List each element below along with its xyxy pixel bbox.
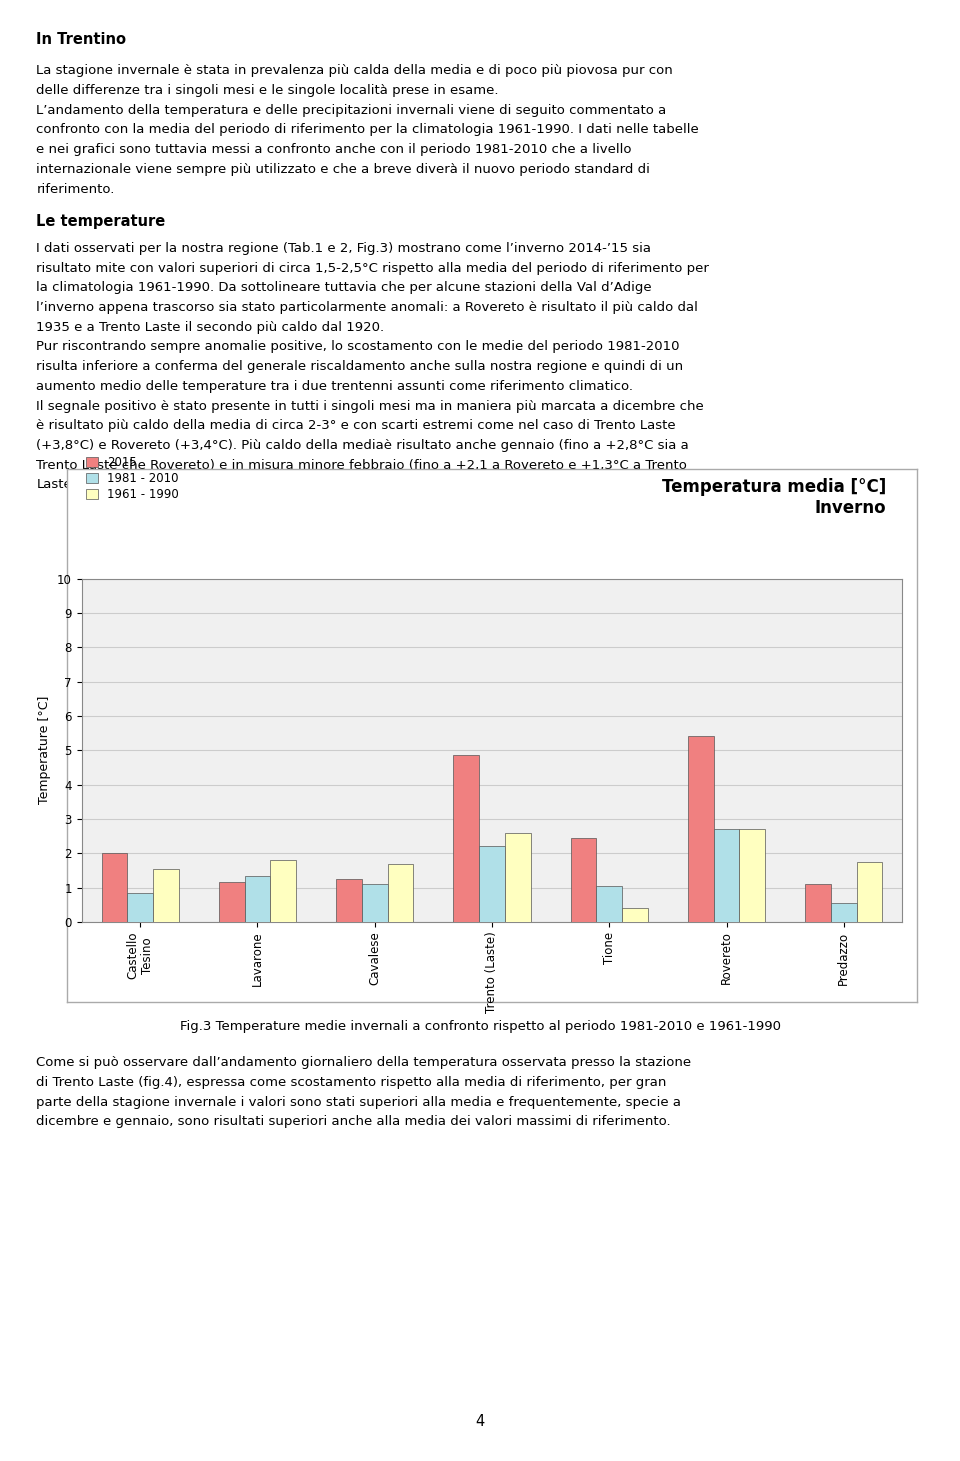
Text: (+3,8°C) e Rovereto (+3,4°C). Più caldo della mediaè risultato anche gennaio (fi: (+3,8°C) e Rovereto (+3,4°C). Più caldo …	[36, 438, 689, 451]
Text: dicembre e gennaio, sono risultati superiori anche alla media dei valori massimi: dicembre e gennaio, sono risultati super…	[36, 1115, 671, 1128]
Bar	[453, 755, 479, 922]
Text: 1935 e a Trento Laste il secondo più caldo dal 1920.: 1935 e a Trento Laste il secondo più cal…	[36, 320, 385, 333]
Bar	[687, 736, 713, 922]
Bar	[245, 875, 271, 922]
Text: risulta inferiore a conferma del generale riscaldamento anche sulla nostra regio: risulta inferiore a conferma del general…	[36, 359, 684, 373]
Text: la climatologia 1961-1990. Da sottolineare tuttavia che per alcune stazioni dell: la climatologia 1961-1990. Da sottolinea…	[36, 281, 652, 294]
Bar	[805, 884, 830, 922]
Text: Laste).: Laste).	[36, 478, 82, 491]
Text: In Trentino: In Trentino	[36, 32, 127, 47]
Bar	[362, 884, 388, 922]
Text: internazionale viene sempre più utilizzato e che a breve diverà il nuovo periodo: internazionale viene sempre più utilizza…	[36, 162, 650, 175]
Bar	[570, 837, 596, 922]
Y-axis label: Temperature [°C]: Temperature [°C]	[38, 695, 52, 805]
Bar	[388, 863, 414, 922]
Text: I dati osservati per la nostra regione (Tab.1 e 2, Fig.3) mostrano come l’invern: I dati osservati per la nostra regione (…	[36, 241, 652, 254]
Bar	[336, 880, 362, 922]
Text: è risultato più caldo della media di circa 2-3° e con scarti estremi come nel ca: è risultato più caldo della media di cir…	[36, 419, 676, 432]
Text: l’inverno appena trascorso sia stato particolarmente anomali: a Rovereto è risul: l’inverno appena trascorso sia stato par…	[36, 301, 698, 314]
Text: Come si può osservare dall’andamento giornaliero della temperatura osservata pre: Come si può osservare dall’andamento gio…	[36, 1056, 691, 1069]
Text: risultato mite con valori superiori di circa 1,5-2,5°C rispetto alla media del p: risultato mite con valori superiori di c…	[36, 262, 709, 275]
Bar	[713, 830, 739, 922]
Bar	[128, 893, 154, 922]
Bar	[154, 869, 179, 922]
Text: Trento Laste che Rovereto) e in misura minore febbraio (fino a +2,1 a Rovereto e: Trento Laste che Rovereto) e in misura m…	[36, 459, 687, 472]
Bar	[739, 830, 765, 922]
Bar	[830, 903, 856, 922]
Text: 4: 4	[475, 1414, 485, 1429]
Text: aumento medio delle temperature tra i due trentenni assunti come riferimento cli: aumento medio delle temperature tra i du…	[36, 380, 634, 393]
Text: Temperatura media [°C]
Inverno: Temperatura media [°C] Inverno	[661, 478, 886, 517]
Bar	[856, 862, 882, 922]
Bar	[479, 846, 505, 922]
Bar	[505, 833, 531, 922]
Legend: 2015, 1981 - 2010, 1961 - 1990: 2015, 1981 - 2010, 1961 - 1990	[84, 454, 181, 504]
Text: Fig.3 Temperature medie invernali a confronto rispetto al periodo 1981-2010 e 19: Fig.3 Temperature medie invernali a conf…	[180, 1020, 780, 1033]
Text: Le temperature: Le temperature	[36, 213, 166, 229]
Text: riferimento.: riferimento.	[36, 183, 115, 196]
Text: di Trento Laste (fig.4), espressa come scostamento rispetto alla media di riferi: di Trento Laste (fig.4), espressa come s…	[36, 1075, 667, 1088]
Text: confronto con la media del periodo di riferimento per la climatologia 1961-1990.: confronto con la media del periodo di ri…	[36, 123, 699, 136]
Text: delle differenze tra i singoli mesi e le singole località prese in esame.: delle differenze tra i singoli mesi e le…	[36, 83, 499, 96]
Text: Il segnale positivo è stato presente in tutti i singoli mesi ma in maniera più m: Il segnale positivo è stato presente in …	[36, 399, 705, 412]
Bar	[102, 853, 128, 922]
Text: parte della stagione invernale i valori sono stati superiori alla media e freque: parte della stagione invernale i valori …	[36, 1096, 682, 1109]
Text: L’andamento della temperatura e delle precipitazioni invernali viene di seguito : L’andamento della temperatura e delle pr…	[36, 104, 667, 117]
Bar	[271, 861, 297, 922]
Bar	[596, 885, 622, 922]
Text: La stagione invernale è stata in prevalenza più calda della media e di poco più : La stagione invernale è stata in prevale…	[36, 64, 673, 77]
Bar	[219, 882, 245, 922]
Bar	[622, 909, 648, 922]
Text: Pur riscontrando sempre anomalie positive, lo scostamento con le medie del perio: Pur riscontrando sempre anomalie positiv…	[36, 340, 680, 354]
Text: e nei grafici sono tuttavia messi a confronto anche con il periodo 1981-2010 che: e nei grafici sono tuttavia messi a conf…	[36, 143, 632, 156]
